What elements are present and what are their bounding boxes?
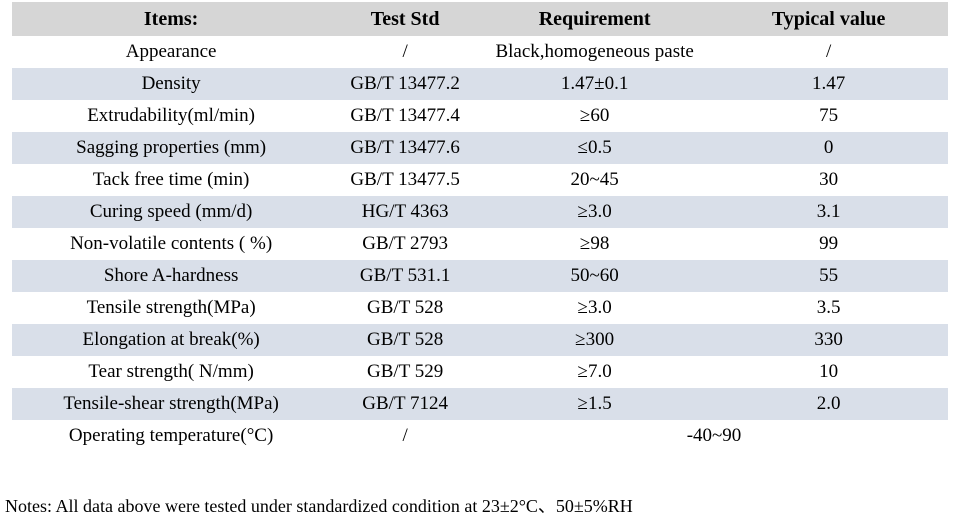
- cell-typical-value: /: [826, 41, 832, 62]
- cell-requirement: ≥60: [579, 105, 610, 126]
- notes-text: Notes: All data above were tested under …: [5, 496, 633, 516]
- cell-test-std: HG/T 4363: [330, 196, 480, 228]
- table-row: Tack free time (min) GB/T 13477.5 20~45 …: [12, 164, 948, 196]
- cell-item: Non-volatile contents ( %): [70, 233, 273, 254]
- cell-item: Operating temperature(°C): [68, 425, 274, 446]
- cell-test-std: GB/T 2793: [362, 233, 448, 254]
- cell-item: Sagging properties (mm): [12, 132, 331, 164]
- cell-requirement: ≤0.5: [479, 132, 710, 164]
- cell-test-std: GB/T 528: [330, 324, 480, 356]
- cell-item: Extrudability(ml/min): [87, 105, 256, 126]
- table-row: Tensile-shear strength(MPa) GB/T 7124 ≥1…: [12, 388, 948, 420]
- table-row: Shore A-hardness GB/T 531.1 50~60 55: [12, 260, 948, 292]
- cell-test-std: GB/T 13477.6: [330, 132, 480, 164]
- table-row: Tear strength( N/mm) GB/T 529 ≥7.0 10: [12, 356, 948, 388]
- cell-test-std: /: [402, 425, 408, 446]
- table-row: Non-volatile contents ( %) GB/T 2793 ≥98…: [12, 228, 948, 260]
- cell-test-std: GB/T 13477.4: [350, 105, 460, 126]
- cell-typical-value: 0: [709, 132, 948, 164]
- header-cell-test-std: Test Std: [330, 2, 480, 36]
- cell-item: Appearance: [125, 41, 217, 62]
- cell-requirement: ≥3.0: [577, 297, 612, 318]
- cell-typical-value: 55: [709, 260, 948, 292]
- cell-item: Shore A-hardness: [12, 260, 331, 292]
- cell-typical-value: 99: [819, 233, 839, 254]
- cell-item: Tensile strength(MPa): [86, 297, 256, 318]
- cell-item: Elongation at break(%): [12, 324, 331, 356]
- cell-requirement-span: -40~90: [686, 425, 742, 446]
- spec-table: Items: Test Std Requirement Typical valu…: [12, 2, 948, 452]
- header-row: Items: Test Std Requirement Typical valu…: [12, 2, 948, 36]
- cell-test-std: GB/T 528: [367, 297, 444, 318]
- cell-requirement: 1.47±0.1: [479, 68, 710, 100]
- cell-typical-value: 1.47: [709, 68, 948, 100]
- cell-requirement: ≥3.0: [479, 196, 710, 228]
- cell-typical-value: 3.5: [816, 297, 841, 318]
- cell-requirement: Black,homogeneous paste: [495, 41, 694, 62]
- header-cell-typical-value: Typical value: [709, 2, 948, 36]
- cell-typical-value: 3.1: [709, 196, 948, 228]
- header-cell-requirement: Requirement: [479, 2, 710, 36]
- table-row: Operating temperature(°C) / -40~90: [12, 420, 948, 452]
- header-cell-items: Items:: [12, 2, 331, 36]
- cell-requirement: ≥1.5: [479, 388, 710, 420]
- table-row: Elongation at break(%) GB/T 528 ≥300 330: [12, 324, 948, 356]
- cell-typical-value: 30: [819, 169, 839, 190]
- cell-typical-value: 75: [819, 105, 839, 126]
- table-row: Sagging properties (mm) GB/T 13477.6 ≤0.…: [12, 132, 948, 164]
- cell-item: Tack free time (min): [92, 169, 250, 190]
- cell-requirement: 50~60: [479, 260, 710, 292]
- cell-typical-value: 330: [709, 324, 948, 356]
- cell-test-std: GB/T 531.1: [330, 260, 480, 292]
- cell-item: Curing speed (mm/d): [12, 196, 331, 228]
- cell-test-std: GB/T 13477.2: [330, 68, 480, 100]
- table-row: Curing speed (mm/d) HG/T 4363 ≥3.0 3.1: [12, 196, 948, 228]
- cell-requirement: ≥98: [579, 233, 610, 254]
- cell-test-std: GB/T 7124: [330, 388, 480, 420]
- cell-test-std: GB/T 529: [367, 361, 444, 382]
- table-row: Extrudability(ml/min) GB/T 13477.4 ≥60 7…: [12, 100, 948, 132]
- cell-test-std: /: [402, 41, 408, 62]
- table-row: Tensile strength(MPa) GB/T 528 ≥3.0 3.5: [12, 292, 948, 324]
- cell-requirement: ≥7.0: [577, 361, 612, 382]
- cell-typical-value: 10: [819, 361, 839, 382]
- cell-requirement: 20~45: [570, 169, 619, 190]
- cell-item: Tear strength( N/mm): [88, 361, 254, 382]
- cell-typical-value: 2.0: [709, 388, 948, 420]
- cell-test-std: GB/T 13477.5: [350, 169, 460, 190]
- cell-item: Tensile-shear strength(MPa): [12, 388, 331, 420]
- table-row: Appearance / Black,homogeneous paste /: [12, 36, 948, 68]
- cell-item: Density: [12, 68, 331, 100]
- table-row: Density GB/T 13477.2 1.47±0.1 1.47: [12, 68, 948, 100]
- cell-requirement: ≥300: [479, 324, 710, 356]
